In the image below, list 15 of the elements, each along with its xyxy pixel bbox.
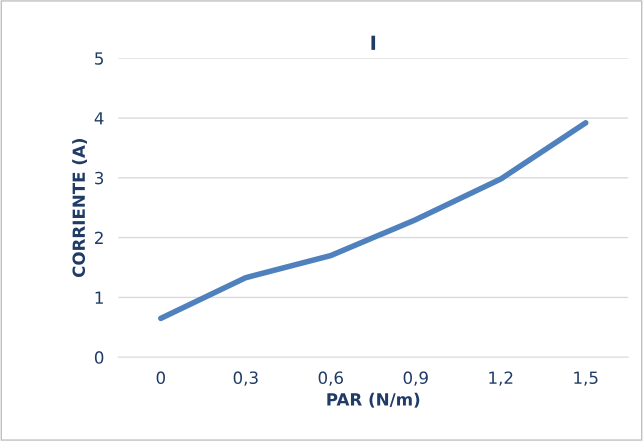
y-tick-label: 2 (95, 232, 103, 244)
x-tick-label: 1,2 (489, 371, 512, 386)
x-tick-label: 0 (156, 371, 165, 384)
x-axis-title: PAR (N/m) (327, 392, 420, 408)
y-tick-label: 5 (95, 52, 103, 65)
y-tick-label: 3 (95, 172, 104, 184)
x-tick-label: 1,5 (574, 372, 598, 386)
y-tick-label: 4 (94, 112, 104, 124)
y-tick-label: 1 (96, 292, 103, 304)
x-tick-label: 0,9 (404, 371, 428, 386)
chart-title: I (371, 36, 376, 50)
x-tick-label: 0,6 (318, 371, 343, 386)
y-axis-title: CORRIENTE (A) (72, 139, 87, 278)
x-tick-label: 0,3 (234, 371, 258, 386)
y-tick-label: 0 (94, 351, 104, 364)
